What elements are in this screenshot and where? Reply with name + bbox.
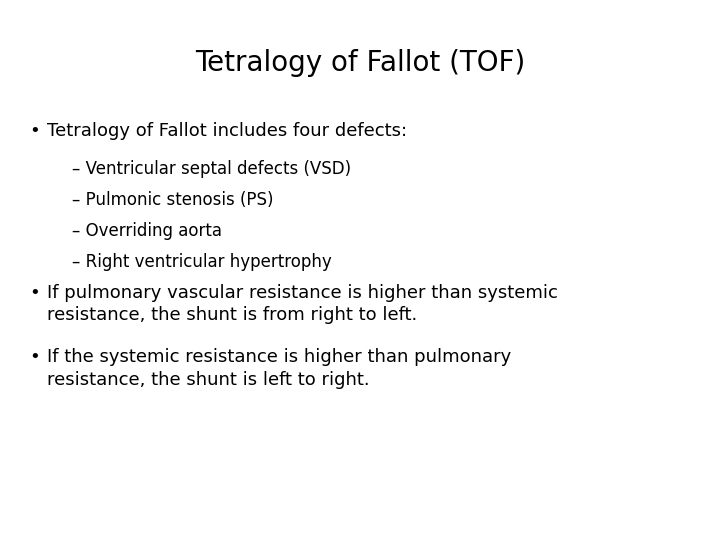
Text: – Pulmonic stenosis (PS): – Pulmonic stenosis (PS) (72, 191, 274, 209)
Text: •: • (29, 348, 40, 366)
Text: Tetralogy of Fallot includes four defects:: Tetralogy of Fallot includes four defect… (47, 122, 407, 139)
Text: – Overriding aorta: – Overriding aorta (72, 222, 222, 240)
Text: – Ventricular septal defects (VSD): – Ventricular septal defects (VSD) (72, 160, 351, 178)
Text: Tetralogy of Fallot (TOF): Tetralogy of Fallot (TOF) (195, 49, 525, 77)
Text: •: • (29, 284, 40, 301)
Text: – Right ventricular hypertrophy: – Right ventricular hypertrophy (72, 253, 332, 271)
Text: If pulmonary vascular resistance is higher than systemic
resistance, the shunt i: If pulmonary vascular resistance is high… (47, 284, 558, 325)
Text: If the systemic resistance is higher than pulmonary
resistance, the shunt is lef: If the systemic resistance is higher tha… (47, 348, 511, 389)
Text: •: • (29, 122, 40, 139)
